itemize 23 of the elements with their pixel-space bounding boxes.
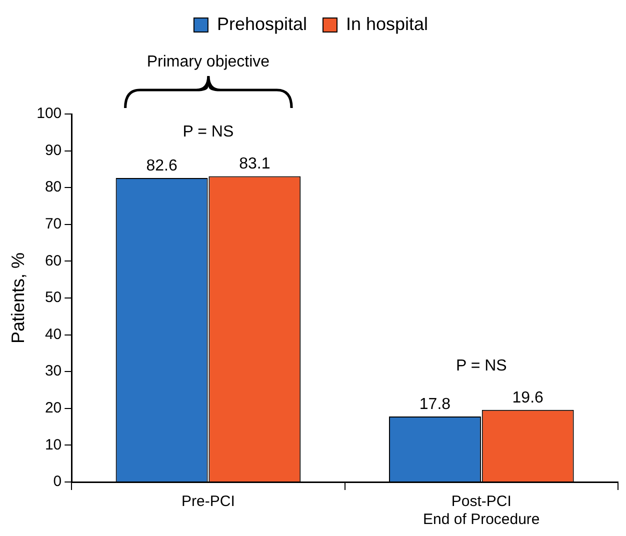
text: Primary objective	[146, 53, 270, 70]
y-tick-label: 40	[44, 326, 62, 343]
y-tick-label: 0	[53, 473, 62, 490]
y-tick-label: 90	[44, 142, 62, 159]
x-tick-label: Post-PCI End of Procedure	[423, 493, 540, 528]
legend-label: In hospital	[346, 14, 428, 34]
y-tick-label: 10	[44, 436, 62, 454]
y-tick-label: 30	[44, 362, 62, 380]
data-label: 82.6	[146, 157, 178, 174]
data-label: 83.1	[239, 156, 270, 173]
y-tick-label: 70	[44, 216, 62, 233]
annotation: P = NS	[182, 124, 234, 141]
y-tick-label: 20	[44, 400, 62, 417]
y-tick-label: 100	[36, 105, 62, 122]
y-axis-title: Patients, %	[8, 252, 28, 344]
x-tick-label: Pre-PCI	[182, 493, 235, 510]
legend-label: Prehospital	[216, 14, 308, 34]
data-label: 17.8	[419, 396, 451, 413]
y-tick-label: 80	[44, 178, 62, 196]
y-tick-label: 50	[44, 289, 62, 306]
annotation: P = NS	[456, 357, 507, 374]
y-tick-label: 60	[44, 252, 62, 270]
data-label: 19.6	[512, 389, 544, 406]
